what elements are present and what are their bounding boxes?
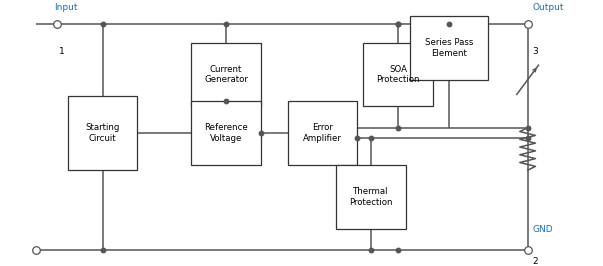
FancyBboxPatch shape (68, 96, 137, 170)
Text: Starting
Circuit: Starting Circuit (85, 123, 120, 143)
Text: GND: GND (532, 225, 553, 234)
Text: Error
Amplifier: Error Amplifier (303, 123, 342, 143)
Text: 2: 2 (532, 257, 538, 266)
Text: Input: Input (54, 3, 78, 12)
FancyBboxPatch shape (192, 43, 261, 106)
Text: 1: 1 (59, 47, 65, 56)
FancyBboxPatch shape (192, 101, 261, 165)
Text: Series Pass
Element: Series Pass Element (425, 38, 473, 57)
Text: Thermal
Protection: Thermal Protection (349, 187, 393, 206)
Text: SOA
Protection: SOA Protection (376, 65, 420, 84)
Text: 3: 3 (532, 47, 538, 56)
Text: Output: Output (532, 3, 564, 12)
FancyBboxPatch shape (410, 16, 488, 80)
Text: Reference
Voltage: Reference Voltage (204, 123, 248, 143)
Text: Current
Generator: Current Generator (204, 65, 248, 84)
FancyBboxPatch shape (363, 43, 433, 106)
FancyBboxPatch shape (288, 101, 357, 165)
FancyBboxPatch shape (336, 165, 405, 229)
